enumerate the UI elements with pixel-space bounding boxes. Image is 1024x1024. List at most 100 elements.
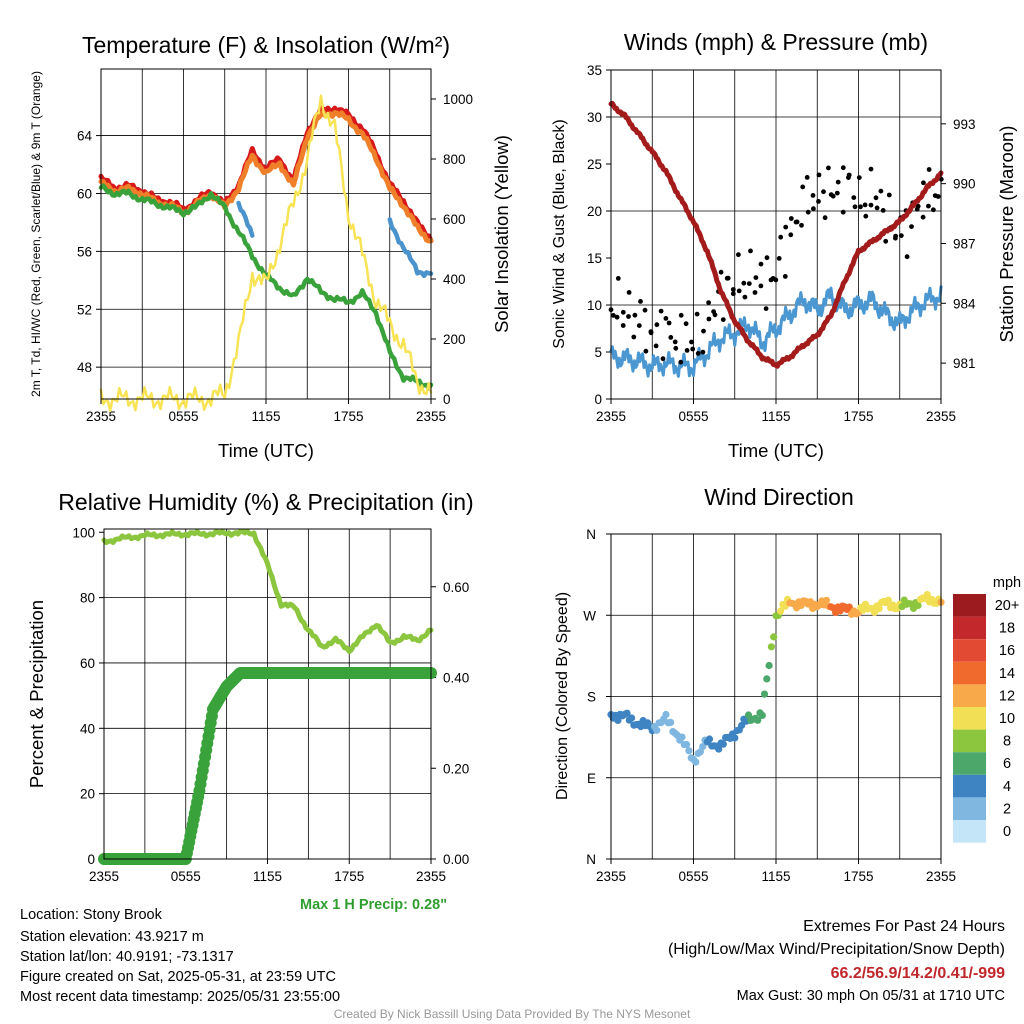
- direction-point: [667, 718, 675, 727]
- panel2-ylabel: Sonic Wind & Gust (Blue, Black): [551, 119, 568, 348]
- gust-point: [804, 175, 810, 180]
- direction-point: [683, 740, 691, 749]
- panel2-xtick-label: 2355: [596, 409, 626, 424]
- gust-point: [706, 300, 711, 305]
- panel4-ytick-label: S: [587, 690, 596, 705]
- gust-point: [746, 281, 752, 286]
- gust-point: [753, 275, 759, 280]
- panel2-ytick-label: 20: [587, 204, 602, 219]
- credit-text: Created By Nick Bassill Using Data Provi…: [333, 1007, 691, 1021]
- panel2-ytick-label: 30: [587, 110, 602, 125]
- panel1-xtick-label: 1755: [333, 409, 363, 424]
- station-pressure-line: [608, 100, 944, 369]
- gust-point: [666, 320, 672, 326]
- gust-point: [858, 204, 863, 210]
- gust-point: [799, 222, 804, 228]
- panel4-ytick-label: N: [586, 527, 596, 542]
- gust-point: [614, 314, 620, 320]
- speed-legend-label: 0: [1003, 824, 1011, 840]
- gust-point: [694, 311, 700, 317]
- panel2-ytick-label: 0: [594, 392, 602, 407]
- direction-point: [738, 721, 746, 730]
- gust-point: [826, 165, 831, 171]
- gust-point: [874, 205, 880, 211]
- created-text: Figure created on Sat, 2025-05-31, at 23…: [20, 969, 336, 985]
- gust-point: [678, 359, 684, 365]
- panel2-xtick-label: 2355: [926, 409, 956, 424]
- speed-legend-label: 14: [999, 666, 1015, 682]
- gust-point: [615, 276, 621, 281]
- speed-legend-label: 20+: [995, 598, 1020, 614]
- direction-point: [754, 716, 762, 724]
- gust-point: [898, 233, 904, 239]
- direction-point: [884, 596, 892, 604]
- panel1-y2tick-label: 200: [443, 332, 466, 347]
- speed-legend-swatch: [953, 639, 986, 662]
- direction-point: [875, 605, 883, 613]
- gust-point: [720, 317, 726, 322]
- gust-point: [788, 216, 794, 221]
- gust-point: [632, 312, 638, 318]
- panel4-frame: [610, 533, 942, 860]
- gust-point: [840, 165, 846, 171]
- direction-point: [715, 745, 723, 753]
- panel1-y2tick-label: 800: [443, 152, 466, 167]
- latlon-text: Station lat/lon: 40.9191; -73.1317: [20, 949, 234, 965]
- panel3-xtick-label: 2355: [89, 869, 119, 884]
- gust-point: [810, 193, 816, 198]
- gust-point: [800, 184, 806, 190]
- speed-legend-swatch: [953, 820, 986, 843]
- windchill-line: [236, 200, 255, 238]
- gust-point: [931, 207, 936, 213]
- gust-point: [730, 291, 736, 297]
- gust-point: [678, 312, 684, 318]
- gust-point: [830, 193, 836, 199]
- gust-point: [782, 274, 788, 279]
- gust-point: [883, 238, 889, 244]
- panel1-y2tick-label: 1000: [443, 92, 473, 107]
- max-gust-text: Max Gust: 30 mph On 05/31 at 1710 UTC: [736, 988, 1005, 1004]
- panel3-title: Relative Humidity (%) & Precipitation (i…: [58, 489, 473, 515]
- gust-point: [620, 323, 626, 328]
- gust-point: [878, 188, 884, 194]
- speed-legend-swatch: [953, 616, 986, 640]
- panel2-y2tick-label: 990: [953, 177, 976, 192]
- panel1-y2tick-label: 0: [443, 392, 451, 407]
- windchill-line: [387, 217, 434, 279]
- gust-point: [730, 287, 736, 292]
- gust-point: [611, 313, 616, 318]
- gust-point: [752, 290, 758, 295]
- gust-point: [658, 308, 664, 314]
- gust-point: [695, 351, 701, 356]
- panel1-y2tick-label: 400: [443, 272, 466, 287]
- panel3-xtick-label: 0555: [171, 869, 201, 884]
- gust-point: [935, 194, 941, 199]
- direction-point: [623, 709, 631, 717]
- max-precip-text: Max 1 H Precip: 0.28": [300, 897, 448, 913]
- panel1-xtick-label: 1155: [251, 409, 280, 424]
- direction-point: [914, 601, 922, 610]
- panel1-xlabel: Time (UTC): [218, 440, 314, 461]
- gust-point: [880, 208, 886, 213]
- extremes-title: Extremes For Past 24 Hours: [803, 918, 1005, 935]
- panel4-xtick-label: 2355: [926, 869, 956, 884]
- panel2-xlabel: Time (UTC): [728, 440, 824, 461]
- panel1-frame: [100, 68, 432, 400]
- speed-legend-swatch: [953, 797, 986, 820]
- gust-point: [741, 280, 747, 286]
- gust-point: [868, 202, 874, 208]
- panel1-xtick-label: 2355: [416, 409, 446, 424]
- gust-point: [816, 199, 821, 204]
- panel3-ytick-label: 40: [80, 721, 95, 736]
- gust-point: [856, 175, 862, 181]
- speed-legend-label: 6: [1003, 756, 1011, 772]
- panel2-y2tick-label: 987: [953, 236, 976, 251]
- gust-point: [626, 314, 631, 319]
- panel2-ytick-label: 10: [587, 298, 602, 313]
- panel3-ytick-label: 0: [87, 852, 95, 867]
- panel3-y2tick-label: 0.00: [443, 852, 469, 867]
- gust-point: [835, 179, 841, 185]
- panel2-y2tick-label: 984: [953, 296, 976, 311]
- panel3-ytick-label: 100: [72, 525, 95, 540]
- gust-point: [631, 334, 637, 340]
